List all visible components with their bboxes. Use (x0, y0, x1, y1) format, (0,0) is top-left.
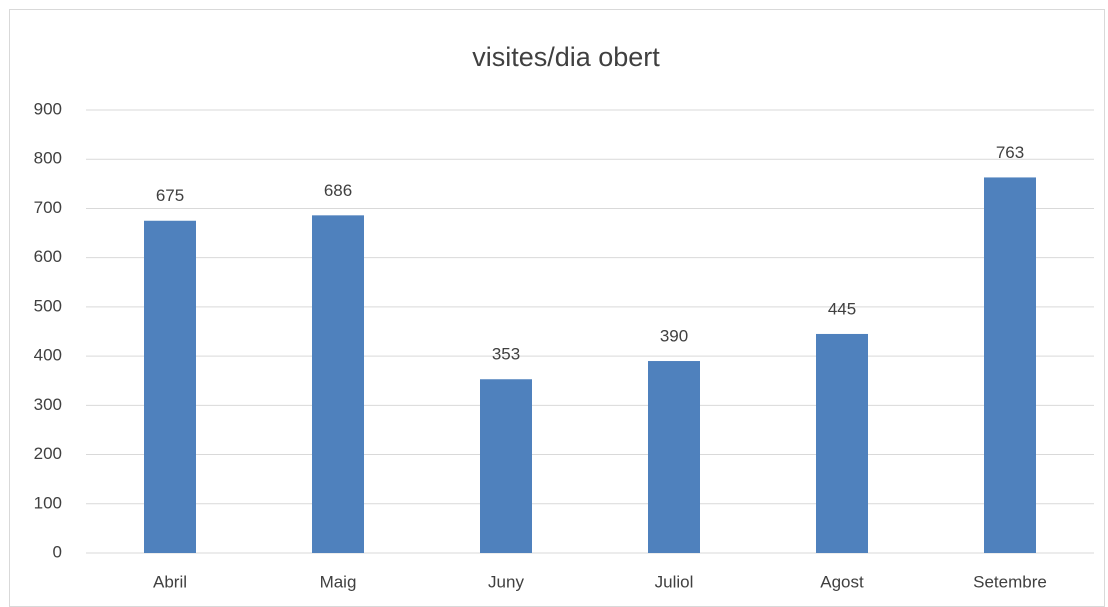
x-tick-label: Juliol (655, 572, 694, 591)
data-label: 445 (828, 299, 856, 318)
data-label: 763 (996, 143, 1024, 162)
y-tick-label: 0 (53, 542, 62, 561)
bar (144, 220, 196, 553)
y-tick-label: 700 (34, 198, 62, 217)
bar (312, 215, 364, 553)
bar (984, 177, 1036, 553)
y-tick-label: 600 (34, 247, 62, 266)
y-tick-label: 100 (34, 493, 62, 512)
x-tick-label: Maig (320, 572, 357, 591)
x-tick-label: Juny (488, 572, 524, 591)
data-label: 675 (156, 186, 184, 205)
bar (480, 379, 532, 553)
bar (648, 361, 700, 553)
y-tick-label: 800 (34, 149, 62, 168)
y-tick-label: 300 (34, 395, 62, 414)
y-tick-label: 400 (34, 346, 62, 365)
data-label: 390 (660, 327, 688, 346)
data-label: 686 (324, 181, 352, 200)
x-tick-label: Setembre (973, 572, 1047, 591)
chart-title: visites/dia obert (472, 42, 660, 72)
y-tick-label: 500 (34, 296, 62, 315)
y-tick-label: 900 (34, 99, 62, 118)
x-tick-label: Abril (153, 572, 187, 591)
bar (816, 333, 868, 553)
data-label: 353 (492, 345, 520, 364)
y-tick-label: 200 (34, 444, 62, 463)
x-tick-label: Agost (820, 572, 864, 591)
